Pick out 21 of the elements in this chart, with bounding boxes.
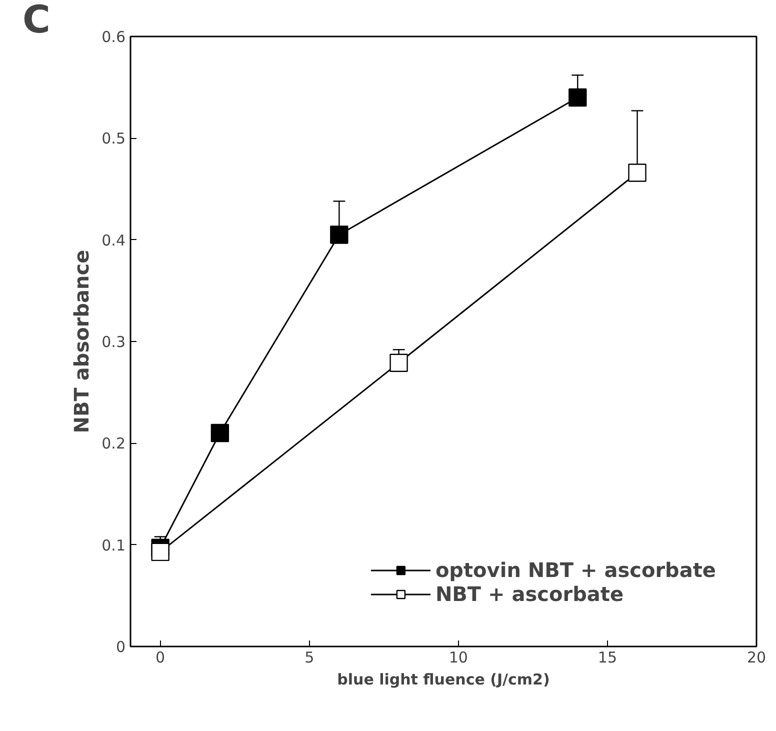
y-tick-label: 0.4 xyxy=(102,231,126,250)
legend-label: NBT + ascorbate xyxy=(435,582,624,606)
y-tick-label: 0.6 xyxy=(102,28,126,46)
point xyxy=(210,424,230,442)
point xyxy=(568,88,587,107)
point xyxy=(330,226,348,244)
y-tick-label: 0.3 xyxy=(102,333,126,351)
y-axis-title: NBT absorbance xyxy=(70,250,94,434)
x-tick-label: 20 xyxy=(746,648,766,666)
y-tick-label: 0.2 xyxy=(102,434,126,453)
legend-label: optovin NBT + ascorbate xyxy=(435,558,716,582)
x-axis-title: blue light fluence (J/cm2) xyxy=(337,670,550,688)
point xyxy=(151,542,170,562)
x-tick-label: 0 xyxy=(156,648,166,666)
x-tick-label: 15 xyxy=(598,648,618,666)
y-tick-label: 0.5 xyxy=(102,130,126,148)
x-tick-label: 10 xyxy=(448,648,468,666)
x-tick-label: 5 xyxy=(304,648,314,666)
y-tick-label: 0.1 xyxy=(102,536,126,554)
point xyxy=(390,354,408,372)
text: C xyxy=(22,0,50,42)
